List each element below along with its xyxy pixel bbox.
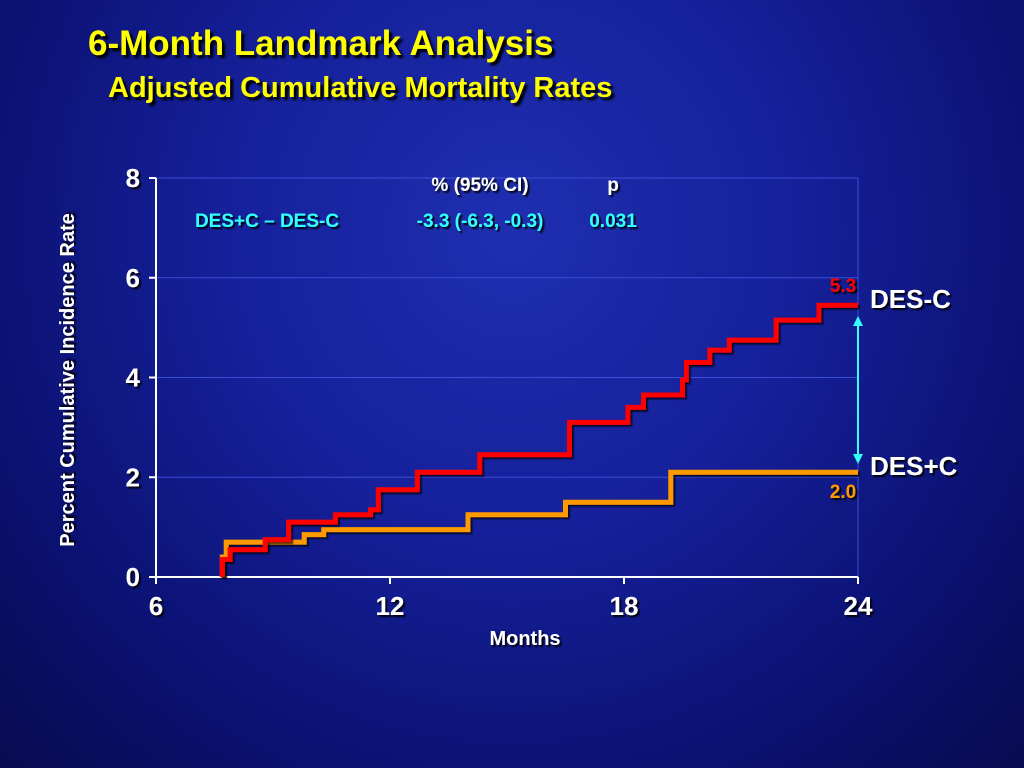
x-axis-title: Months [489,628,560,650]
slide-title: 6-Month Landmark Analysis [88,24,554,63]
grid-lines [156,177,859,577]
des-plus-c-end-value: 2.0 [830,482,856,503]
y-tick-label: 2 [126,462,140,492]
x-tick-label: 18 [610,591,639,621]
y-tick-label: 0 [126,562,140,592]
stats-row-p: 0.031 [589,211,637,232]
legend-des-c: DES-C [870,284,951,314]
y-tick-label: 6 [126,263,140,293]
x-tick-label: 24 [844,591,873,621]
stats-row-comparison: DES+C – DES-C [195,211,339,232]
stats-header-estimate: % (95% CI) [431,175,528,196]
des-c-end-value: 5.3 [830,276,856,297]
y-tick-label: 4 [126,363,141,393]
x-tick-label: 6 [149,591,163,621]
series-lines [219,302,858,577]
series-line-des-c [219,302,858,577]
stats-row-estimate: -3.3 (-6.3, -0.3) [417,211,544,232]
slide-subtitle: Adjusted Cumulative Mortality Rates [108,72,613,104]
y-axis-title: Percent Cumulative Incidence Rate [57,213,79,546]
x-tick-label: 12 [376,591,405,621]
y-tick-label: 8 [126,163,140,193]
series-line-des-plus-c [219,469,858,577]
legend-des-plus-c: DES+C [870,451,958,481]
stats-header-p: p [607,175,619,196]
